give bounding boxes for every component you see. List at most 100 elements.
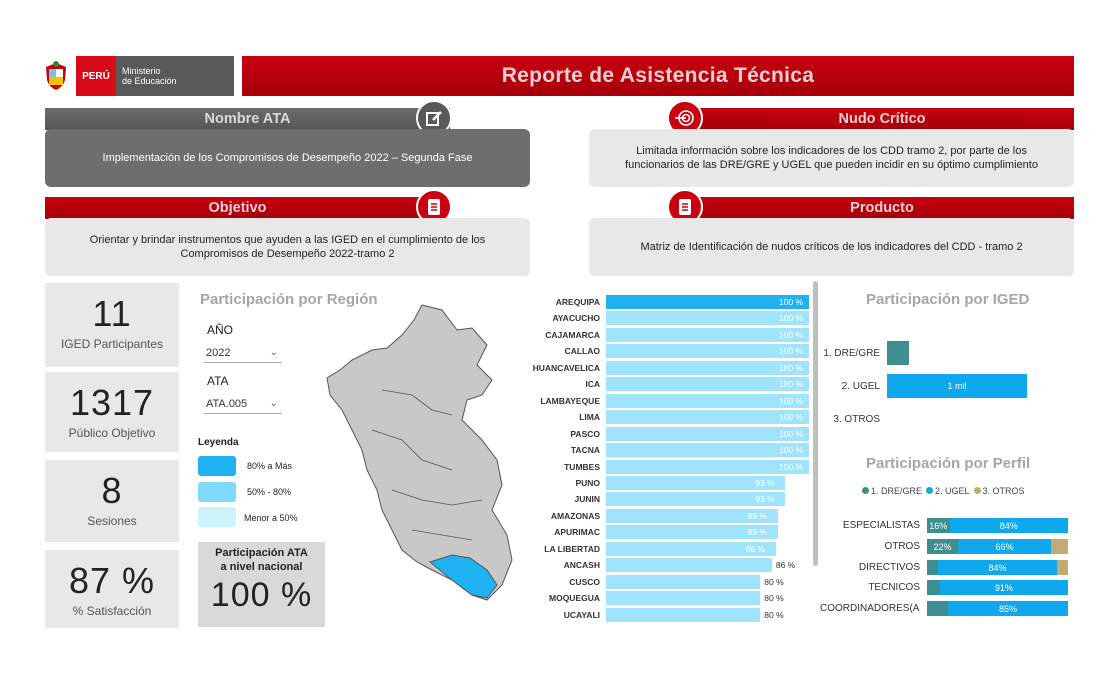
peru-brand: PERÚ [76,56,116,96]
iged-label: 3. OTROS [833,414,880,425]
region-bar[interactable] [606,591,761,606]
perfil-segment[interactable] [1056,560,1068,575]
perfil-segment[interactable]: 85% [948,601,1068,616]
perfil-segment[interactable] [927,560,939,575]
iged-section-title: Participación por IGED [866,291,1030,308]
region-value-label: 100 % [779,313,804,324]
region-bar[interactable] [606,475,786,490]
perfil-label: OTROS [884,541,920,552]
iged-bar[interactable] [887,341,910,365]
region-value-label: 80 % [764,576,784,587]
region-value-label: 93 % [755,477,775,488]
region-bar[interactable] [606,410,809,425]
region-bar[interactable] [606,459,809,474]
perfil-segment[interactable] [1051,539,1068,554]
legend-swatch-high [198,456,236,476]
year-select[interactable]: 2022 ⌄ [204,343,282,363]
region-value-label: 100 % [779,428,804,439]
region-bar[interactable] [606,492,786,507]
region-value-label: 100 % [779,346,804,357]
iged-bar[interactable]: 1 mil [887,374,1027,398]
region-label: HUANCAVELICA [532,362,600,373]
year-filter-label: AÑO [207,323,234,337]
coat-of-arms-icon [46,61,66,90]
ministry-name: Ministerio de Educación [116,56,234,96]
region-bar[interactable] [606,377,809,392]
region-bar[interactable] [606,525,778,540]
nudo-critico-header: Nudo Crítico [690,108,1074,130]
region-bar[interactable] [606,508,778,523]
region-label: UCAYALI [563,609,600,620]
region-label: AYACUCHO [552,313,600,324]
region-value-label: 100 % [779,395,804,406]
legend-item-otros: 3. OTROS [973,486,1025,496]
perfil-label: ESPECIALISTAS [842,520,920,531]
legend-swatch-mid [198,482,236,502]
region-label: ICA [585,379,600,390]
region-section-title: Participación por Región [200,291,378,308]
nombre-ata-header: Nombre ATA [45,108,450,130]
perfil-section-title: Participación por Perfil [866,455,1031,472]
region-label: TUMBES [564,461,600,472]
perfil-label: TECNICOS [868,582,920,593]
perfil-segment[interactable] [927,601,949,616]
region-chart-scrollbar[interactable] [813,281,818,566]
region-bar[interactable] [606,558,772,573]
perfil-segment[interactable] [927,580,940,595]
region-bar[interactable] [606,574,761,589]
region-label: CALLAO [564,346,600,357]
region-value-label: 100 % [779,461,804,472]
region-value-label: 100 % [779,412,804,423]
region-bar[interactable] [606,311,809,326]
region-label: LAMBAYEQUE [540,395,600,406]
region-bar[interactable] [606,426,809,441]
perfil-label: COORDINADORES(A) [820,603,920,614]
region-value-label: 89 % [747,510,767,521]
region-value-label: 100 % [779,362,804,373]
region-value-label: 100 % [779,297,804,307]
region-label: AREQUIPA [555,297,600,307]
region-label: ANCASH [563,560,600,571]
chevron-down-icon: ⌄ [269,398,278,409]
map-region-arequipa[interactable] [428,554,498,599]
perfil-segment[interactable]: 16% [927,518,950,533]
region-label: CUSCO [569,576,600,587]
objetivo-header: Objetivo [45,197,430,219]
region-label: LA LIBERTAD [544,543,600,554]
region-bar[interactable] [606,393,809,408]
producto-header: Producto [690,197,1074,219]
objetivo-body: Orientar y brindar instrumentos que ayud… [45,218,530,276]
perfil-segment[interactable]: 66% [958,539,1052,554]
region-bar[interactable] [606,344,809,359]
perfil-segment[interactable]: 22% [927,539,959,554]
peru-region-map[interactable] [322,300,522,620]
region-bar[interactable] [606,327,809,342]
perfil-segment[interactable]: 91% [939,580,1068,595]
producto-body: Matriz de Identificación de nudos crític… [589,218,1074,276]
national-participation-card: Participación ATA a nivel nacional 100 % [198,542,325,627]
region-bar[interactable] [606,443,809,458]
region-label: CAJAMARCA [545,329,600,340]
region-label: JUNIN [574,494,600,505]
region-label: MOQUEGUA [549,593,600,604]
region-value-label: 80 % [764,609,784,620]
nudo-critico-body: Limitada información sobre los indicador… [589,129,1074,187]
region-bar[interactable] [606,360,809,375]
map-peru-outline[interactable] [326,304,513,601]
perfil-segment[interactable]: 84% [938,560,1057,575]
region-bar[interactable] [606,541,776,556]
perfil-segment[interactable]: 84% [949,518,1068,533]
region-label: PUNO [575,477,600,488]
nombre-ata-body: Implementación de los Compromisos de Des… [45,129,530,187]
region-value-label: 89 % [747,527,767,538]
region-bar[interactable] [606,607,761,622]
region-value-label: 88 % [745,543,766,554]
kpi-sesiones: 8 Sesiones [45,460,179,542]
region-bar[interactable] [606,295,809,309]
kpi-publico-objetivo: 1317 Público Objetivo [45,372,179,452]
legend-label-mid: 50% - 80% [247,487,292,497]
report-title-bar: Reporte de Asistencia Técnica [242,56,1074,96]
ata-select[interactable]: ATA.005 ⌄ [204,394,282,414]
perfil-legend: 1. DRE/GRE 2. UGEL 3. OTROS [862,486,1025,496]
kpi-satisfaccion: 87 % % Satisfacción [45,550,179,628]
